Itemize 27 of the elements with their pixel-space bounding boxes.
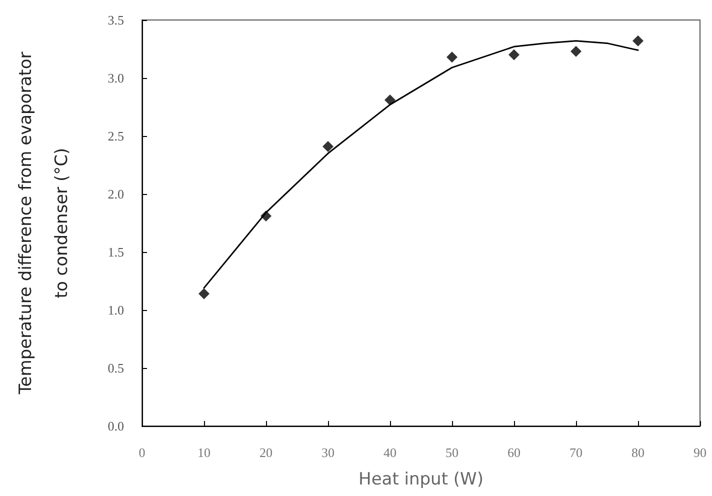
- point: [446, 52, 458, 63]
- y-tick-label: 1.5: [108, 244, 124, 260]
- y-tick-label: 1.0: [108, 302, 124, 318]
- x-tick-label: 70: [570, 445, 582, 460]
- x-tick-label: 20: [260, 445, 272, 460]
- x-tick-label: 40: [384, 445, 396, 460]
- x-tick-label: 30: [322, 445, 334, 460]
- x-tick-label: 10: [198, 445, 210, 460]
- point: [384, 94, 396, 106]
- point: [570, 46, 582, 57]
- y-tick-label: 3.5: [108, 12, 124, 28]
- x-tick-label: 60: [508, 445, 520, 460]
- x-tick-label: 80: [632, 445, 644, 460]
- x-tick-label: 50: [446, 445, 458, 460]
- y-tick-label: 3.0: [108, 70, 124, 86]
- point: [632, 35, 644, 46]
- x-tick-label: 0: [138, 445, 146, 460]
- point: [508, 49, 520, 60]
- y-tick-label: 0.5: [108, 360, 124, 376]
- y-tick-label: 2.0: [108, 186, 124, 202]
- x-axis-title: Heat input (W): [358, 470, 484, 490]
- y-axis-title: Temperature difference from evaporator to condenser (°C): [16, 52, 72, 396]
- x-tick-label: 90: [694, 445, 706, 460]
- y-tick-label: 0.0: [108, 418, 124, 434]
- point: [198, 288, 210, 300]
- point: [322, 140, 334, 152]
- y-tick-label: 2.5: [108, 128, 124, 144]
